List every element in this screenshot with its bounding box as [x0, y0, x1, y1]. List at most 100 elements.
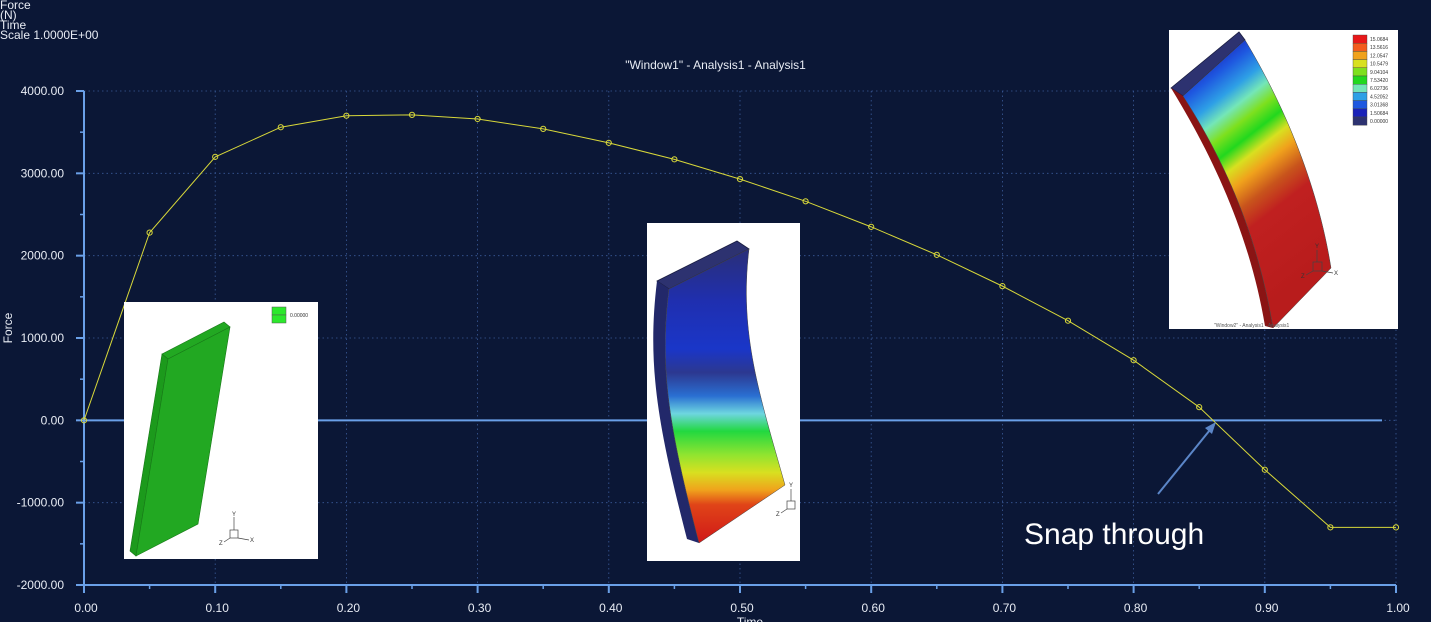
legend-swatch [1352, 59, 1368, 69]
legend-swatch [1352, 51, 1368, 60]
data-point [146, 229, 153, 236]
data-point [933, 251, 940, 258]
y-tick-label: 0.00 [41, 413, 65, 427]
x-tick-label: 0.10 [206, 601, 230, 615]
legend-value: 0.00000 [290, 313, 308, 319]
snapped-beam-inset: 15.0684 13.5616 12.0547 10.5479 9.04104 7.534… [1169, 30, 1398, 329]
data-point [277, 124, 284, 131]
data-point [212, 153, 219, 160]
snap-arrow [1157, 424, 1215, 495]
beam-front-face [665, 248, 786, 544]
y-tick-label: 3000.00 [21, 166, 65, 180]
x-axis-title: Time [737, 615, 764, 622]
legend-value: 0.00000 [1370, 119, 1388, 125]
data-point [736, 175, 744, 183]
triad-x-label: X [250, 538, 254, 544]
x-tick-label: 0.50 [730, 601, 754, 615]
legend-swatch [1352, 34, 1368, 44]
y-quantity-label: Force [0, 0, 31, 12]
undeformed-plate-render: 0.00000 Y X Z [129, 306, 308, 557]
legend-value: 15.0684 [1370, 37, 1388, 43]
scale-label: Scale 1.0000E+00 [0, 28, 99, 42]
y-unit-label: (N) [0, 8, 17, 22]
x-tick-label: 0.40 [599, 601, 623, 615]
data-point [802, 198, 809, 205]
triad-z-label: Z [219, 541, 223, 547]
legend-value: 1.50684 [1370, 111, 1388, 117]
data-point [671, 156, 678, 163]
legend-value: 7.53420 [1370, 78, 1388, 84]
triad-x-label: X [1334, 271, 1338, 277]
legend-swatch [1352, 92, 1368, 101]
triad-z-label: Z [1301, 274, 1305, 280]
x-tick-label: 0.70 [993, 601, 1017, 615]
plate-front-face [135, 326, 231, 557]
tick-labels: 0.00 0.10 0.20 0.30 0.40 0.50 0.60 0.70 0.80 0.90… [1, 84, 1410, 622]
x-tick-label: 0.60 [862, 601, 886, 615]
triad-y-label: Y [1315, 244, 1319, 250]
deforming-beam-inset: Y Z [647, 223, 800, 561]
legend-swatch [1352, 116, 1368, 126]
series-line [83, 114, 1396, 528]
data-point [868, 223, 875, 230]
y-tick-label: 1000.00 [21, 331, 65, 345]
chart-title: "Window1" - Analysis1 - Analysis1 [625, 58, 806, 72]
deforming-beam-render: Y Z [653, 240, 796, 544]
y-axis-title: Force [1, 312, 15, 343]
x-tick-label: 1.00 [1386, 601, 1410, 615]
data-point [605, 139, 612, 146]
y-tick-label: -2000.00 [17, 578, 65, 592]
legend-value: 4.52052 [1370, 94, 1388, 100]
inset-caption: "Window2" - Analysis1 - Analysis1 [1214, 323, 1289, 329]
legend-value: 6.02736 [1370, 86, 1388, 92]
data-point [408, 111, 416, 118]
snap-through-annotation: Snap through [1024, 518, 1205, 551]
data-point [1327, 524, 1334, 531]
data-point [80, 417, 88, 424]
legend-value: 10.5479 [1370, 62, 1388, 68]
legend-value: 13.5616 [1370, 45, 1388, 51]
legend-swatch [1352, 84, 1368, 93]
data-point [999, 283, 1006, 290]
beam-side-face [653, 281, 699, 543]
data-point [1130, 357, 1137, 364]
y-tick-label: 2000.00 [21, 249, 65, 263]
x-quantity-label: Time [0, 18, 27, 32]
axis-triad-icon [1305, 250, 1334, 276]
data-point [1064, 317, 1072, 324]
x-tick-label: 0.00 [74, 601, 98, 615]
beam-side-face [1171, 88, 1273, 328]
x-tick-label: 0.80 [1124, 601, 1148, 615]
color-legend: 15.0684 13.5616 12.0547 10.5479 9.04104 7.534… [1352, 34, 1388, 126]
x-tick-label: 0.20 [337, 601, 361, 615]
x-tick-label: 0.90 [1255, 601, 1279, 615]
data-point [343, 112, 350, 119]
beam-front-face [1182, 39, 1332, 329]
series [80, 111, 1400, 531]
triad-y-label: Y [789, 483, 793, 489]
triad-z-label: Z [776, 512, 780, 518]
snapped-beam-render: 15.0684 13.5616 12.0547 10.5479 9.04104 7.534… [1170, 31, 1388, 329]
legend-swatch [1352, 75, 1368, 85]
triad-y-label: Y [232, 512, 236, 518]
x-tick-label: 0.30 [468, 601, 492, 615]
legend-swatch [1352, 108, 1368, 118]
y-tick-label: 4000.00 [21, 84, 65, 98]
data-point [1392, 524, 1400, 531]
data-point [474, 115, 481, 123]
data-point [540, 125, 547, 132]
axis-triad-icon [780, 489, 796, 514]
legend-value: 12.0547 [1370, 53, 1388, 59]
legend-swatch [1352, 100, 1368, 109]
data-point [1261, 466, 1268, 473]
data-point [1196, 404, 1203, 411]
legend-value: 9.04104 [1370, 70, 1388, 76]
legend-swatch [1352, 67, 1368, 77]
snap-arrow-head [1205, 422, 1216, 434]
y-tick-label: -1000.00 [17, 496, 65, 510]
legend-swatch [271, 314, 287, 324]
legend-swatch [1352, 42, 1368, 52]
legend-value: 3.01368 [1370, 103, 1388, 109]
legend-swatch [271, 306, 287, 316]
undeformed-plate-inset: 0.00000 Y X Z [124, 302, 318, 559]
